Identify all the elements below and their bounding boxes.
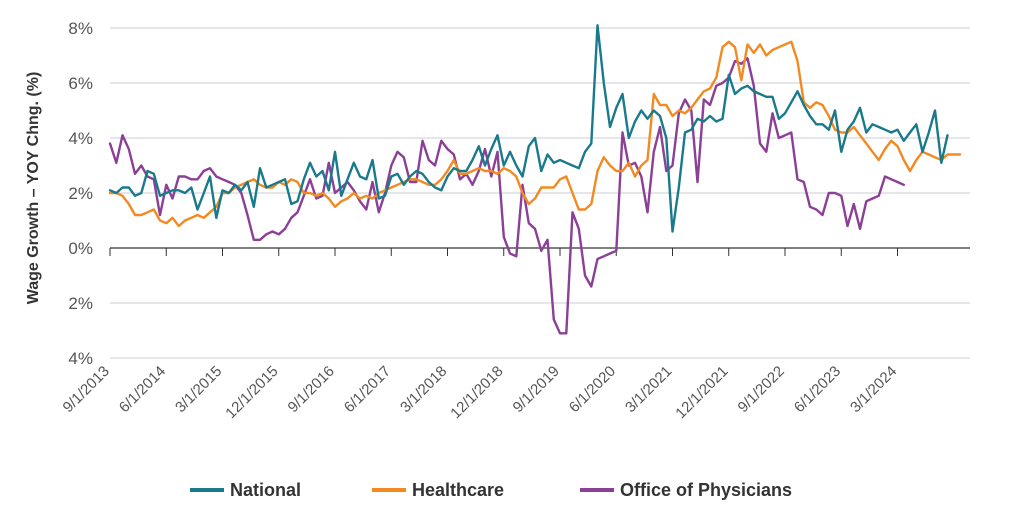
- legend-label-office-of-physicians: Office of Physicians: [620, 480, 792, 500]
- series-line-healthcare: [108, 40, 962, 228]
- x-tick-label-9: 6/1/2020: [566, 363, 619, 416]
- x-tick-label-6: 3/1/2018: [397, 363, 450, 416]
- y-tick-label-2: 4%: [68, 129, 93, 148]
- series-line-national: [108, 24, 949, 233]
- x-tick-label-5: 6/1/2017: [341, 363, 394, 416]
- gridlines: [110, 27, 970, 359]
- x-tick-label-8: 9/1/2019: [510, 363, 563, 416]
- x-tick-label-14: 3/1/2024: [847, 363, 900, 416]
- y-tick-label-1: 6%: [68, 74, 93, 93]
- x-tick-label-11: 12/1/2021: [672, 363, 731, 422]
- x-tick-label-13: 6/1/2023: [791, 363, 844, 416]
- x-tick-label-0: 9/1/2013: [60, 363, 113, 416]
- series-line-office-of-physicians: [108, 57, 905, 335]
- y-tick-label-5: 2%: [68, 294, 93, 313]
- x-tick-label-12: 9/1/2022: [735, 363, 788, 416]
- y-tick-label-0: 8%: [68, 19, 93, 38]
- y-axis-ticks: 8% 6% 4% 2% 0% 2% 4%: [68, 19, 93, 368]
- legend: National Healthcare Office of Physicians: [190, 480, 792, 500]
- y-tick-label-4: 0%: [68, 239, 93, 258]
- y-tick-label-6: 4%: [68, 349, 93, 368]
- x-tick-label-4: 9/1/2016: [285, 363, 338, 416]
- legend-label-healthcare: Healthcare: [412, 480, 504, 500]
- x-tick-label-7: 12/1/2018: [447, 363, 506, 422]
- x-tick-label-3: 12/1/2015: [222, 363, 281, 422]
- x-tick-label-1: 6/1/2014: [116, 363, 169, 416]
- legend-label-national: National: [230, 480, 301, 500]
- y-tick-label-3: 2%: [68, 184, 93, 203]
- x-tick-label-2: 3/1/2015: [172, 363, 225, 416]
- y-axis-label: Wage Growth – YOY Chng. (%): [25, 72, 42, 305]
- x-tick-label-10: 3/1/2021: [622, 363, 675, 416]
- series-lines: [108, 24, 962, 335]
